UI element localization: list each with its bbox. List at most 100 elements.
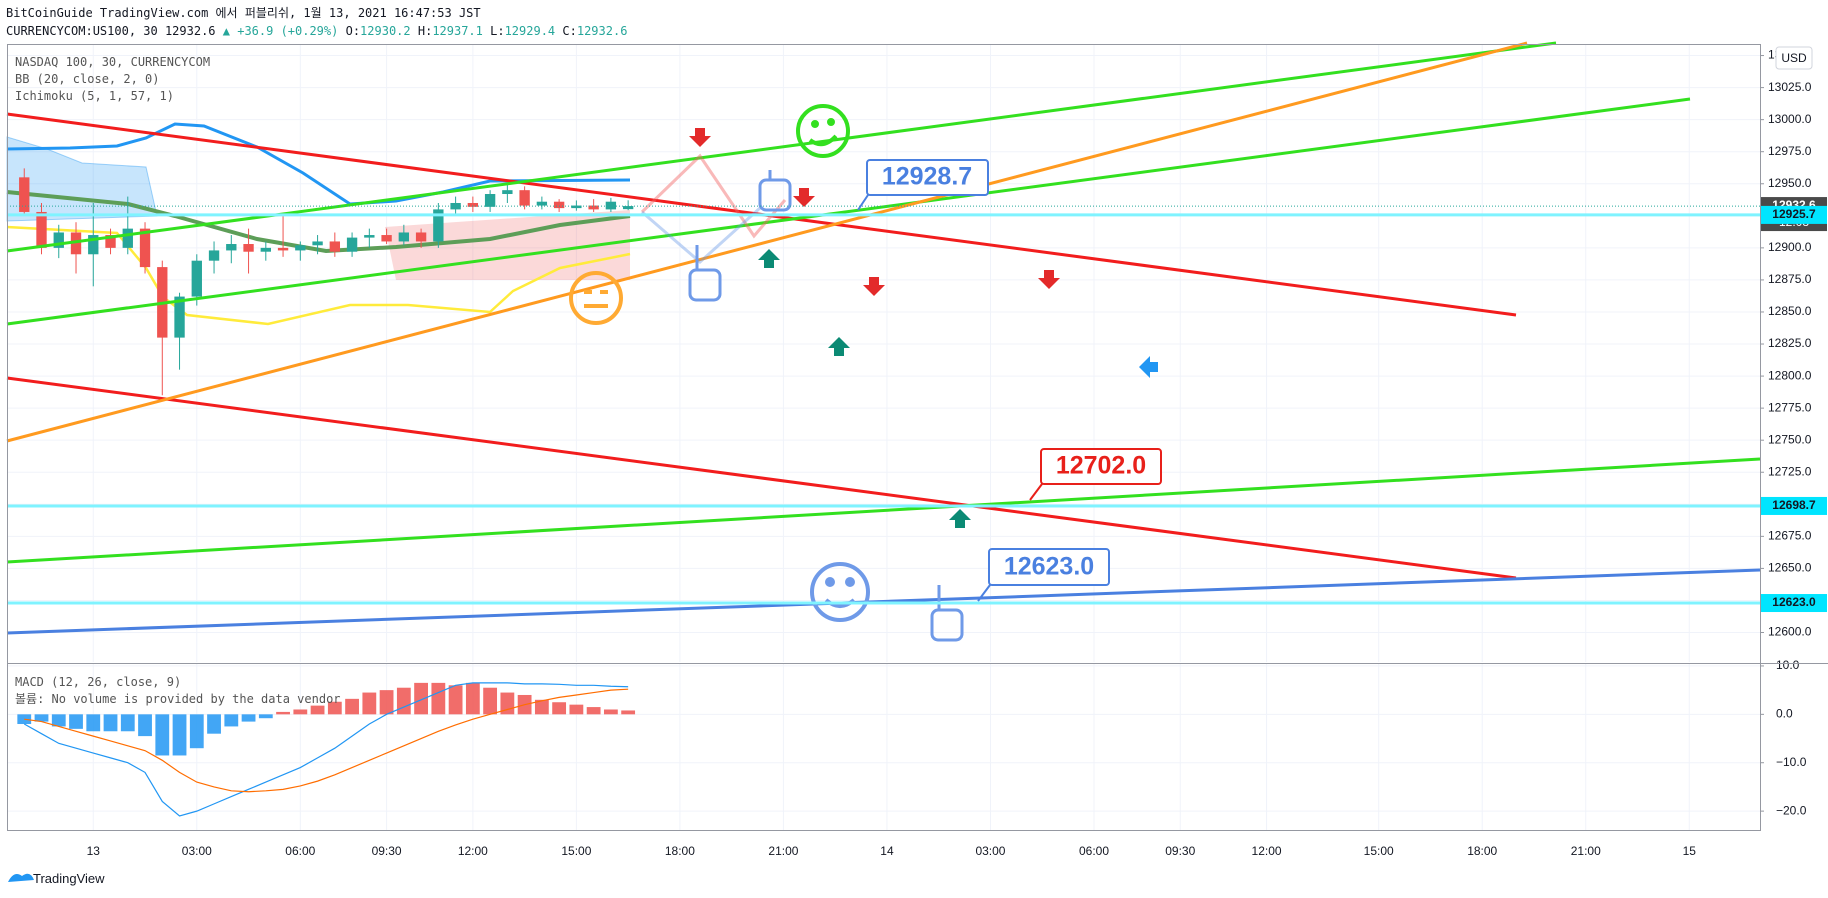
candle-body	[122, 228, 133, 248]
callout-pointer	[857, 194, 869, 211]
legend-item: Ichimoku (5, 1, 57, 1)	[15, 89, 174, 103]
currency-label[interactable]: USD	[1781, 51, 1807, 65]
axis-layer: 13 03:00 06:00 09:30 12:00 15:00 18:00 21:00 14 0…	[87, 48, 1827, 858]
face-eye	[825, 577, 835, 587]
macd-histogram-bar	[69, 714, 83, 729]
candle-body	[398, 232, 410, 242]
y-tick-label: 12850.0	[1768, 304, 1812, 318]
y-tick-label: 13025.0	[1768, 80, 1812, 94]
top-layer: USD	[1775, 46, 1813, 70]
callout-box	[988, 548, 1110, 586]
x-tick-label: 03:00	[182, 844, 212, 858]
indicator-layer	[6, 122, 631, 326]
h-key: H:	[418, 24, 432, 38]
o-value: 12930.2	[360, 24, 411, 38]
hand	[758, 178, 792, 212]
candle-body	[277, 247, 289, 251]
published-line: BitCoinGuide TradingView.com 에서 퍼블리쉬, 1월…	[6, 6, 481, 20]
currency-button[interactable]	[1775, 46, 1813, 70]
macd-histogram-bar	[396, 687, 411, 715]
candle-body	[139, 228, 151, 268]
candle-body	[364, 235, 375, 238]
x-tick-label: 14	[880, 844, 894, 858]
macd-histogram-bar	[534, 699, 549, 715]
macd-histogram-bar	[621, 710, 636, 715]
x-tick-label: 15:00	[1364, 844, 1394, 858]
candle-body	[191, 260, 202, 297]
trend-line	[6, 376, 1517, 580]
y-tick-label: 12875.0	[1768, 272, 1812, 286]
price-label: 12698.7	[1772, 498, 1816, 512]
trend-line	[6, 457, 1761, 564]
face-neutral	[569, 271, 623, 325]
candle-body	[571, 205, 582, 209]
x-tick-label: 03:00	[975, 844, 1005, 858]
face	[796, 104, 850, 158]
candle-body	[433, 209, 444, 242]
trend-line	[6, 41, 1528, 443]
y-tick-label: 12650.0	[1768, 561, 1812, 575]
candle-body	[484, 194, 496, 207]
macd-histogram-bar	[86, 714, 101, 732]
candle-body	[19, 177, 30, 212]
y-tick-label: 12900.0	[1768, 240, 1812, 254]
x-tick-label: 21:00	[768, 844, 798, 858]
macd-histogram-bar	[552, 702, 567, 715]
x-tick-label: 06:00	[285, 844, 315, 858]
bb-basis	[6, 190, 631, 254]
macd-histogram-bar	[172, 714, 187, 756]
arrow-down	[793, 188, 815, 207]
x-tick-label: 09:30	[1165, 844, 1195, 858]
face-smile	[810, 562, 870, 622]
candle-body	[260, 247, 271, 252]
macd-histogram-bar	[345, 698, 359, 715]
drawings: 12928.7 12702.0 12623.0	[6, 41, 1761, 642]
candle-body	[605, 201, 617, 210]
y2-tick-label: 10.0	[1776, 658, 1800, 672]
footer: TradingView	[8, 871, 105, 886]
path-sketch	[641, 206, 762, 264]
macd-histogram-bar	[189, 714, 204, 749]
candle-body	[329, 241, 341, 252]
y-tick-label: 12800.0	[1768, 368, 1812, 382]
change: ▲ +36.9 (+0.29%)	[223, 24, 339, 38]
callout-text: 12702.0	[1056, 452, 1146, 480]
macd-histogram-bar	[103, 714, 118, 732]
callout-text: 12623.0	[1004, 553, 1094, 581]
arrow-down	[689, 128, 711, 147]
y-tick-label: 12750.0	[1768, 432, 1812, 446]
candle-body	[502, 190, 513, 195]
y-tick-label: 12775.0	[1768, 400, 1812, 414]
macd-histogram-bar	[224, 714, 239, 727]
macd-histogram-bar	[138, 714, 152, 737]
candle-body	[295, 245, 306, 251]
callout-pointer	[1029, 483, 1043, 501]
arrow-up	[949, 509, 971, 528]
candle-body	[105, 235, 116, 248]
face-eye	[811, 120, 819, 128]
candle-body	[622, 206, 634, 210]
trend-line	[6, 97, 1691, 326]
macd-histogram-bar	[362, 692, 377, 715]
face	[810, 562, 870, 622]
price-label-box	[1761, 496, 1827, 515]
candle-body	[312, 241, 323, 246]
c-key: C:	[562, 24, 576, 38]
x-tick-label: 21:00	[1571, 844, 1601, 858]
face	[569, 271, 623, 325]
trend-line	[6, 568, 1761, 635]
path-sketch	[640, 153, 787, 239]
macd-line	[24, 688, 629, 793]
arrow-up	[758, 249, 780, 268]
macd-histogram-bar	[448, 685, 463, 715]
candle-body	[226, 244, 237, 251]
candle-body	[88, 235, 99, 255]
h-value: 12937.1	[432, 24, 483, 38]
macd-histogram-bar	[258, 714, 273, 719]
arrows-down	[689, 128, 1060, 296]
candle-body	[243, 244, 254, 252]
candle-body	[536, 201, 548, 206]
x-tick-label: 09:30	[372, 844, 402, 858]
macd-histogram-bar	[603, 709, 618, 715]
